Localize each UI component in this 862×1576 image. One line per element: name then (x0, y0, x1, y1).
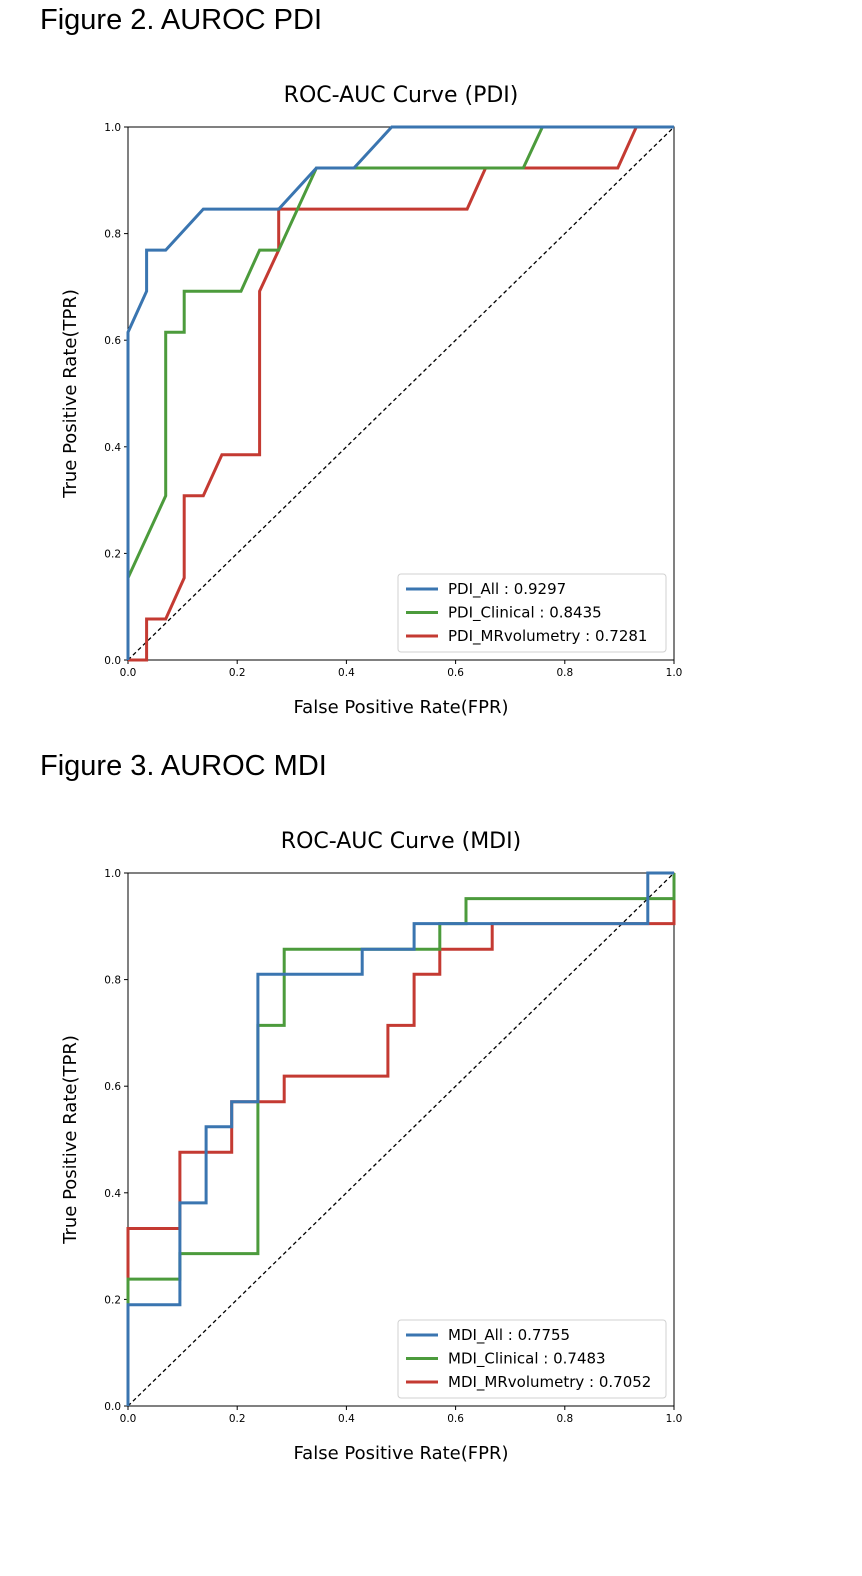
y-tick-label: 0.6 (104, 335, 121, 347)
x-tick-label: 0.4 (338, 667, 355, 679)
figure-2-heading: Figure 2. AUROC PDI (40, 4, 323, 36)
legend-label: MDI_All : 0.7755 (448, 1326, 570, 1345)
x-tick-label: 0.0 (120, 667, 137, 679)
legend-label: MDI_MRvolumetry : 0.7052 (448, 1373, 651, 1392)
y-tick-label: 1.0 (104, 122, 121, 134)
x-tick-label: 1.0 (666, 667, 683, 679)
y-tick-label: 0.8 (104, 229, 121, 241)
chart-title: ROC-AUC Curve (PDI) (284, 83, 519, 108)
series-line-3 (126, 873, 676, 1406)
series-line-1 (126, 125, 674, 660)
x-tick-label: 0.6 (447, 1413, 464, 1425)
x-tick-label: 0.2 (229, 667, 246, 679)
series-line-3 (128, 125, 674, 662)
chart-title: ROC-AUC Curve (MDI) (281, 829, 521, 854)
x-tick-label: 0.2 (229, 1413, 246, 1425)
y-tick-label: 0.2 (104, 1294, 121, 1306)
y-axis-label: True Positive Rate(TPR) (60, 1035, 81, 1245)
x-tick-label: 0.8 (556, 667, 573, 679)
y-tick-label: 0.4 (104, 1188, 121, 1200)
x-axis-label: False Positive Rate(FPR) (293, 697, 508, 718)
series-line-2 (126, 125, 674, 660)
legend-label: PDI_All : 0.9297 (448, 580, 566, 599)
y-tick-label: 0.0 (104, 1401, 121, 1413)
legend-label: PDI_Clinical : 0.8435 (448, 604, 602, 623)
y-tick-label: 0.2 (104, 548, 121, 560)
legend-label: MDI_Clinical : 0.7483 (448, 1350, 606, 1369)
legend-label: PDI_MRvolumetry : 0.7281 (448, 627, 647, 646)
x-tick-label: 0.4 (338, 1413, 355, 1425)
x-tick-label: 0.8 (556, 1413, 573, 1425)
diagonal-reference-line (127, 872, 675, 1407)
y-tick-label: 1.0 (104, 868, 121, 880)
plot-frame (127, 872, 675, 1407)
figure-3-heading: Figure 3. AUROC MDI (40, 750, 327, 782)
x-tick-label: 0.6 (447, 667, 464, 679)
series-line-1 (126, 871, 674, 1406)
diagonal-reference-line (127, 126, 675, 661)
y-tick-label: 0.6 (104, 1081, 121, 1093)
y-tick-label: 0.0 (104, 655, 121, 667)
legend-box (397, 573, 667, 653)
x-tick-label: 1.0 (666, 1413, 683, 1425)
roc-chart-mdi: ROC-AUC Curve (MDI) 0.0 0.2 0.4 0.6 0.8 1.0 0.0… (60, 829, 683, 1464)
roc-chart-pdi: ROC-AUC Curve (PDI) 0.0 0.2 0.4 0.6 0.8 1.0 0.0… (60, 83, 683, 718)
legend-box (397, 1319, 667, 1399)
y-tick-label: 0.8 (104, 975, 121, 987)
x-axis-label: False Positive Rate(FPR) (293, 1443, 508, 1464)
y-axis-label: True Positive Rate(TPR) (60, 289, 81, 499)
x-tick-label: 0.0 (120, 1413, 137, 1425)
y-tick-label: 0.4 (104, 442, 121, 454)
